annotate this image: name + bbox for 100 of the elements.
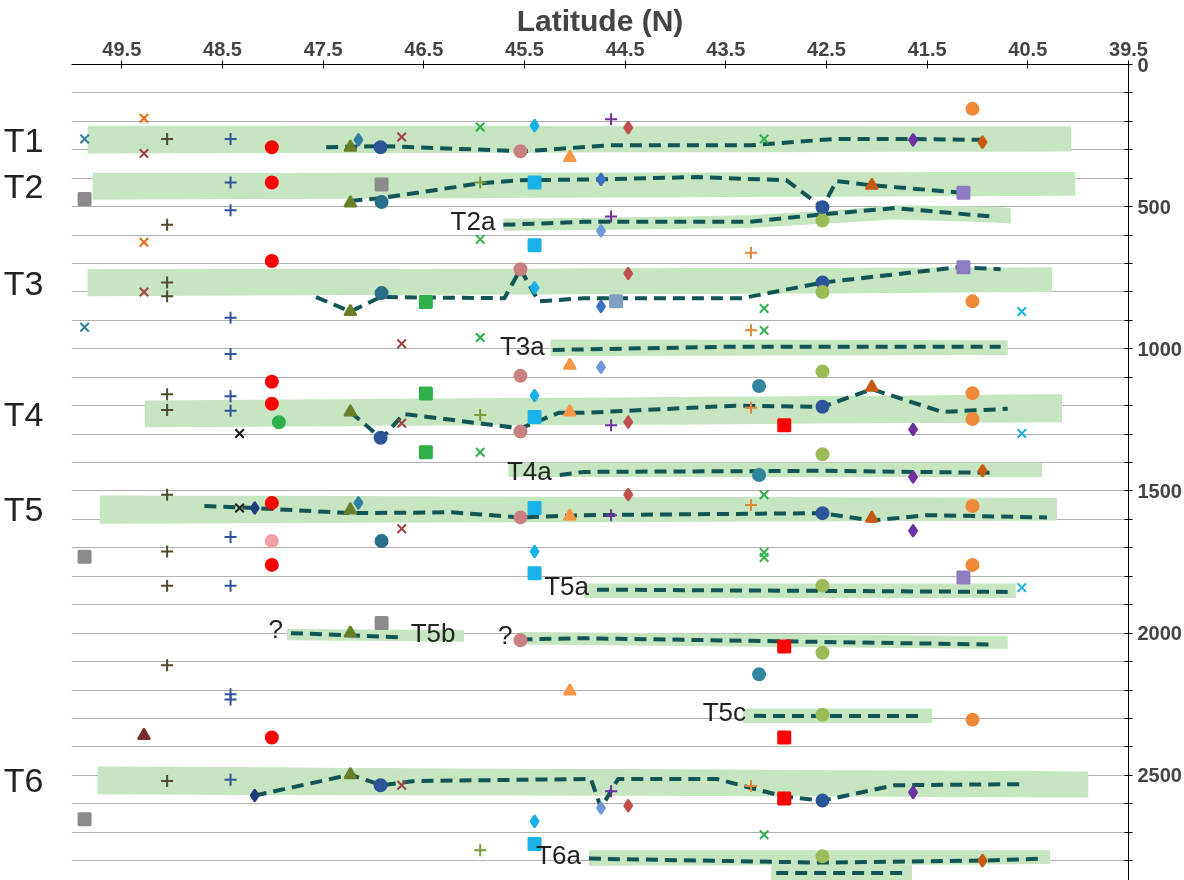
- point: [815, 364, 830, 379]
- point: [77, 191, 92, 206]
- y-tick-label: 1500: [1137, 479, 1182, 502]
- annotation: T5: [3, 490, 44, 529]
- point: [513, 633, 528, 648]
- annotation: ?: [498, 620, 513, 651]
- point: [965, 101, 980, 116]
- point: [77, 549, 92, 564]
- annotation: T4a: [506, 456, 553, 487]
- x-axis-title: Latitude (N): [516, 3, 684, 37]
- point: [815, 849, 830, 864]
- point: [777, 639, 792, 654]
- point: [864, 510, 879, 523]
- point: [908, 132, 919, 147]
- point: [374, 286, 389, 301]
- x-tick-label: 46.5: [404, 37, 444, 60]
- point: [223, 403, 238, 418]
- point: [160, 275, 175, 290]
- point: [752, 379, 767, 394]
- point: [815, 707, 830, 722]
- point: [160, 578, 175, 593]
- annotation: T5b: [410, 618, 456, 649]
- point: [752, 468, 767, 483]
- point: [596, 299, 607, 314]
- point: [758, 829, 770, 840]
- point: [418, 294, 433, 309]
- point: [908, 523, 919, 538]
- point: [343, 303, 358, 317]
- x-tick-label: 45.5: [505, 37, 544, 60]
- point: [373, 778, 388, 793]
- point: [271, 415, 286, 430]
- point: [965, 294, 980, 309]
- point: [264, 374, 279, 389]
- point: [864, 379, 879, 392]
- point: [160, 773, 175, 788]
- annotation: T5c: [702, 696, 747, 727]
- point: [513, 144, 528, 159]
- point: [604, 508, 619, 523]
- point: [474, 121, 486, 133]
- point: [396, 418, 407, 429]
- point: [249, 501, 260, 516]
- point: [474, 234, 486, 245]
- point: [527, 501, 542, 516]
- point: [864, 177, 879, 190]
- point: [752, 667, 767, 682]
- point: [604, 784, 619, 799]
- point: [474, 447, 486, 458]
- point: [623, 415, 634, 430]
- point: [264, 175, 279, 190]
- point: [527, 566, 542, 581]
- annotation: T1: [3, 120, 44, 159]
- point: [513, 424, 528, 439]
- point: [815, 793, 830, 808]
- point: [908, 470, 919, 485]
- point: [744, 400, 758, 415]
- point: [744, 779, 758, 794]
- point: [264, 534, 279, 549]
- point: [815, 284, 830, 299]
- point: [160, 402, 175, 417]
- point: [965, 499, 980, 514]
- point: [815, 399, 830, 414]
- point: [223, 389, 238, 404]
- point: [744, 245, 758, 260]
- point: [977, 463, 988, 478]
- point: [223, 131, 238, 146]
- point: [264, 140, 279, 155]
- point: [160, 487, 175, 502]
- point: [249, 788, 260, 803]
- point: [264, 730, 279, 745]
- point: [264, 396, 279, 411]
- point: [343, 404, 358, 417]
- point: [777, 791, 792, 806]
- point: [264, 253, 279, 268]
- annotation: T3: [3, 263, 44, 302]
- point: [374, 534, 389, 549]
- point: [234, 428, 245, 439]
- point: [815, 213, 830, 228]
- point: [815, 645, 830, 660]
- point: [815, 447, 830, 462]
- point: [977, 135, 988, 150]
- point: [77, 812, 92, 827]
- point: [474, 332, 486, 343]
- point: [562, 357, 577, 370]
- point: [79, 133, 90, 145]
- annotation: ?: [268, 614, 283, 645]
- x-tick-label: 49.5: [102, 37, 142, 60]
- point: [758, 552, 770, 563]
- point: [744, 323, 758, 338]
- point: [529, 118, 540, 133]
- point: [513, 510, 528, 525]
- point: [529, 814, 540, 829]
- annotation: T2: [3, 167, 44, 206]
- point: [562, 508, 577, 521]
- point: [396, 338, 407, 349]
- x-tick-label: 47.5: [303, 37, 343, 60]
- point: [373, 140, 388, 155]
- point: [160, 544, 175, 559]
- point: [1016, 428, 1028, 439]
- point: [264, 495, 279, 510]
- point: [136, 727, 151, 740]
